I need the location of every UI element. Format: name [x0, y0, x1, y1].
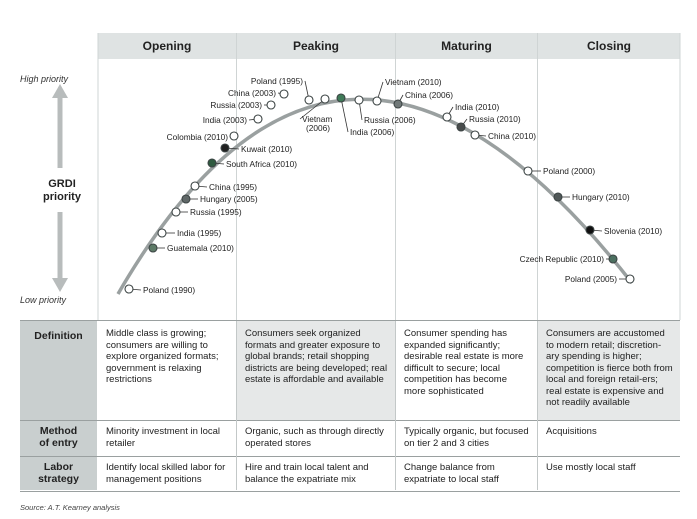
label-russia-2006: Russia (2006) [364, 115, 416, 125]
label-russia-2003: Russia (2003) [210, 100, 262, 110]
phase-header-opening: Opening [98, 33, 236, 59]
marker-poland-1995 [304, 95, 314, 105]
marker-south-africa-2010 [207, 158, 217, 168]
row-label-labor-strategy: Labor strategy [20, 457, 97, 490]
marker-india-2010 [442, 112, 452, 122]
row-label-method-line1: Method [39, 425, 78, 437]
label-china-2006: China (2006) [405, 90, 453, 100]
definition-peaking: Consumers seek organized formats and gre… [237, 321, 395, 420]
method-opening: Minority investment in local retailer [106, 426, 221, 449]
marker-russia-2006 [354, 95, 364, 105]
method-closing: Acquisitions [546, 426, 597, 437]
country-points: Poland (1990) Guatemala (2010) India (1995… [124, 76, 662, 295]
label-kuwait-2010: Kuwait (2010) [241, 144, 292, 154]
label-poland-2000: Poland (2000) [543, 166, 595, 176]
label-india-2010: India (2010) [455, 102, 500, 112]
label-hungary-2005: Hungary (2005) [200, 194, 258, 204]
row-label-method-line2: of entry [39, 437, 78, 449]
phase-header-maturing: Maturing [396, 33, 537, 59]
labor-peaking: Hire and train local talent and balance … [245, 462, 369, 485]
leader-india-2006 [340, 97, 349, 133]
row-separator-2 [20, 456, 680, 457]
row-separator-1 [20, 420, 680, 421]
phase-header-peaking: Peaking [237, 33, 395, 59]
label-poland-1990: Poland (1990) [143, 285, 195, 295]
definition-opening: Middle class is growing; consumers are w… [106, 328, 219, 385]
label-slovenia-2010: Slovenia (2010) [604, 226, 662, 236]
marker-india-1995 [157, 228, 167, 238]
col-separator-2 [395, 321, 396, 490]
row-label-method-of-entry: Method of entry [20, 421, 97, 456]
label-russia-1995: Russia (1995) [190, 207, 242, 217]
label-india-1995: India (1995) [177, 228, 222, 238]
label-india-2003: India (2003) [203, 115, 248, 125]
marker-slovenia-2010 [585, 225, 595, 235]
row-label-definition-line1: Definition [34, 330, 83, 342]
label-russia-2010: Russia (2010) [469, 114, 521, 124]
label-colombia-2010: Colombia (2010) [167, 132, 229, 142]
marker-poland-2000 [523, 166, 533, 176]
table-frame [20, 320, 680, 492]
marker-india-2003 [253, 114, 263, 124]
label-vietnam-2010: Vietnam (2010) [385, 77, 442, 87]
marker-poland-2005 [625, 274, 635, 284]
label-poland-1995: Poland (1995) [251, 76, 303, 86]
label-czech-republic-2010: Czech Republic (2010) [520, 254, 605, 264]
label-poland-2005: Poland (2005) [565, 274, 617, 284]
grdi-title-line2: priority [43, 191, 81, 203]
marker-china-1995 [190, 181, 200, 191]
phase-header-closing: Closing [538, 33, 680, 59]
marker-india-2006 [336, 93, 346, 103]
marker-china-2010 [470, 130, 480, 140]
marker-russia-1995 [171, 207, 181, 217]
label-china-1995: China (1995) [209, 182, 257, 192]
marker-kuwait-2010 [220, 143, 230, 153]
definition-closing: Consumers are accustomed to modern retai… [538, 321, 680, 420]
labor-opening: Identify local skilled labor for managem… [106, 462, 226, 485]
grdi-title-line1: GRDI [48, 178, 76, 190]
col-separator-1 [236, 321, 237, 490]
leader-vietnam-2006 [299, 98, 326, 120]
label-hungary-2010: Hungary (2010) [572, 192, 630, 202]
high-priority-label: High priority [20, 74, 69, 84]
marker-russia-2003 [266, 100, 276, 110]
lifecycle-curve-diagram: Poland (1990) Guatemala (2010) India (1995… [52, 33, 681, 320]
label-guatemala-2010: Guatemala (2010) [167, 243, 234, 253]
marker-colombia-2010 [229, 131, 239, 141]
marker-poland-1990 [124, 284, 134, 294]
col-separator-3 [537, 321, 538, 490]
marker-czech-republic-2010 [608, 254, 618, 264]
phase-dividers [97, 33, 681, 320]
definition-maturing: Consumer spending has expanded significa… [404, 328, 524, 397]
label-india-2006: India (2006) [350, 127, 395, 137]
marker-guatemala-2010 [148, 243, 158, 253]
marker-vietnam-2006 [320, 94, 330, 104]
method-maturing: Typically organic, but focused on tier 2… [404, 426, 529, 449]
labor-closing: Use mostly local staff [546, 462, 636, 473]
label-south-africa-2010: South Africa (2010) [226, 159, 297, 169]
labor-maturing: Change balance from expatriate to local … [404, 462, 499, 485]
method-peaking: Organic, such as through directly operat… [245, 426, 384, 449]
row-label-labor-line1: Labor [43, 461, 74, 473]
source-note: Source: A.T. Kearney analysis [20, 503, 120, 512]
marker-china-2006 [393, 99, 403, 109]
row-label-labor-line2: strategy [38, 473, 79, 485]
label-vietnam-2006: Vietnam (2006) [302, 114, 332, 133]
marker-china-2003 [279, 89, 289, 99]
label-china-2003: China (2003) [228, 88, 276, 98]
marker-vietnam-2010 [372, 96, 382, 106]
row-label-definition: Definition [20, 321, 97, 420]
marker-russia-2010 [456, 122, 466, 132]
grdi-priority-title: GRDI priority [22, 178, 102, 204]
marker-hungary-2005 [181, 194, 191, 204]
label-china-2010: China (2010) [488, 131, 536, 141]
marker-hungary-2010 [553, 192, 563, 202]
priority-arrow-icon [52, 84, 68, 292]
low-priority-label: Low priority [20, 295, 67, 305]
